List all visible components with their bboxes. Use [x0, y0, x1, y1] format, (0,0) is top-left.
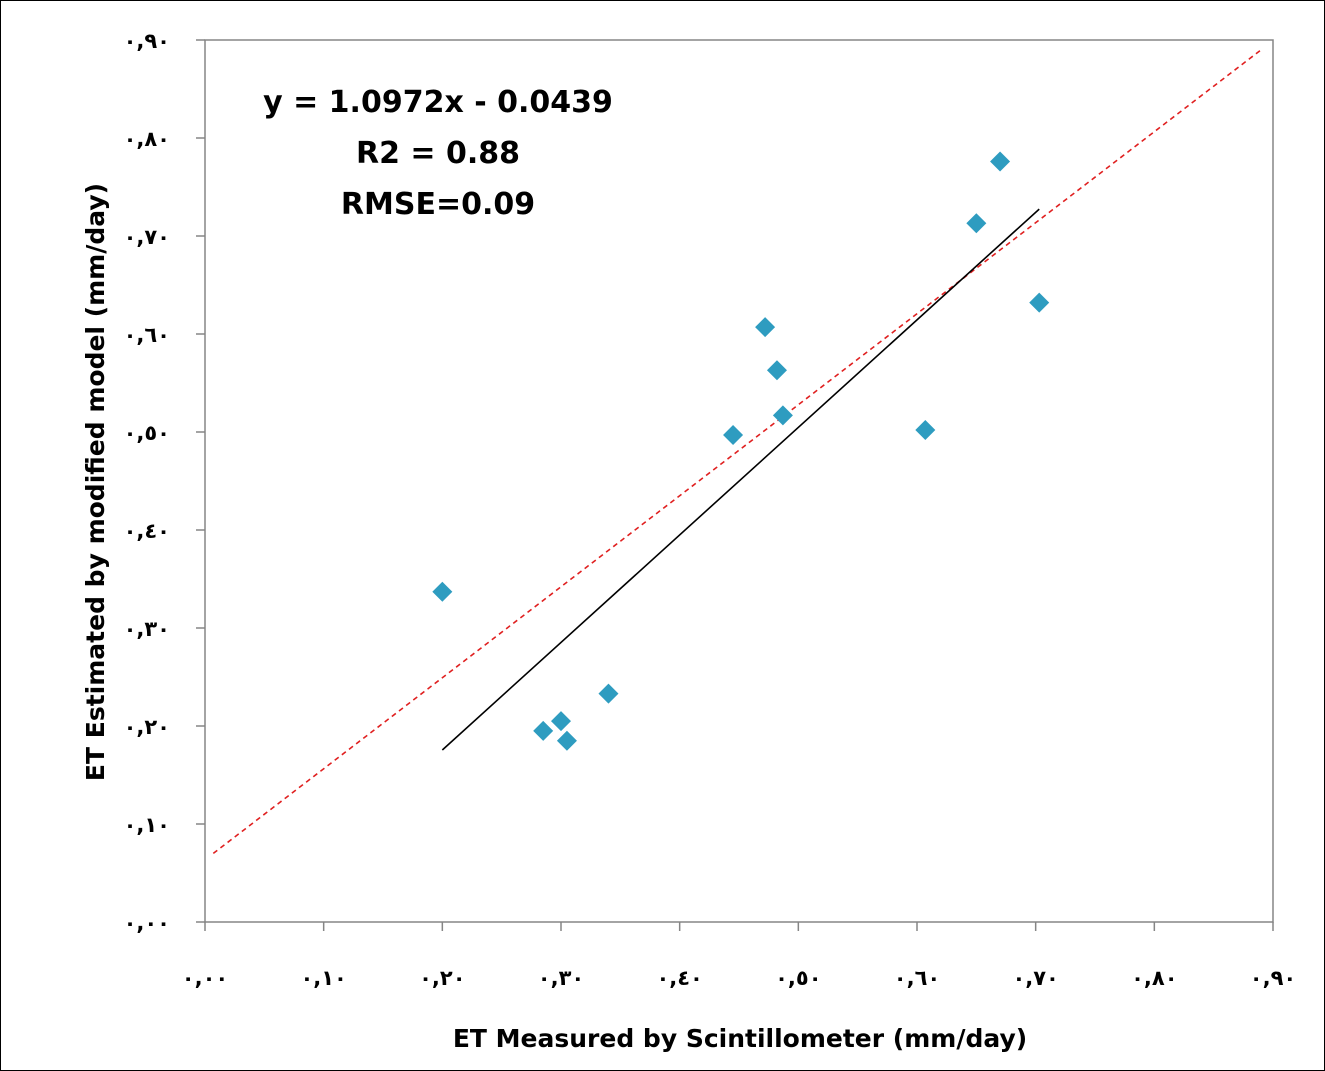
x-tick-label: ٠,٢٠: [419, 966, 465, 990]
data-point: [755, 317, 776, 338]
data-point: [772, 405, 793, 426]
data-point: [915, 420, 936, 441]
x-tick-label: ٠,٤٠: [656, 966, 702, 990]
y-tick-label: ٠,١٠: [124, 813, 170, 837]
x-axis-title: ET Measured by Scintillometer (mm/day): [453, 1024, 1027, 1053]
y-tick-label: ٠,٩٠: [124, 29, 170, 53]
data-point: [598, 683, 619, 704]
y-tick-label: ٠,٨٠: [124, 127, 170, 151]
y-tick-label: ٠,٢٠: [124, 715, 170, 739]
identity-line: [212, 49, 1262, 855]
y-tick-label: ٠,٥٠: [124, 421, 170, 445]
equation-label: y = 1.0972x - 0.0439: [263, 85, 613, 120]
y-tick-label: ٠,٤٠: [124, 519, 170, 543]
y-axis-title: ET Estimated by modified model (mm/day): [81, 183, 110, 781]
x-tick-label: ٠,٣٠: [538, 966, 584, 990]
y-axis: ٠,٠٠ ٠,١٠ ٠,٢٠ ٠,٣٠ ٠,٤٠ ٠,٥٠ ٠,٦٠ ٠,٧٠ ٠,٨٠ ٠,٩٠: [124, 29, 205, 935]
data-point: [432, 581, 453, 602]
x-axis: ٠,٠٠ ٠,١٠ ٠,٢٠ ٠,٣٠ ٠,٤٠ ٠,٥٠ ٠,٦٠ ٠,٧٠ ٠,٨٠ ٠,٩٠: [182, 922, 1296, 990]
rmse-label: RMSE=0.09: [341, 187, 535, 222]
data-point: [723, 424, 744, 445]
data-point: [533, 720, 554, 741]
plot-area: [204, 39, 1274, 923]
x-tick-label: ٠,٩٠: [1250, 966, 1296, 990]
x-tick-label: ٠,١٠: [300, 966, 346, 990]
data-point: [966, 213, 987, 234]
x-tick-label: ٠,٠٠: [182, 966, 228, 990]
data-point: [551, 711, 571, 732]
data-point: [556, 730, 577, 751]
x-tick-label: ٠,٧٠: [1012, 966, 1058, 990]
data-point: [990, 151, 1011, 172]
y-tick-label: ٠,٦٠: [124, 323, 170, 347]
data-point: [766, 360, 787, 381]
data-point: [1029, 292, 1050, 313]
trend-line: [441, 208, 1040, 751]
x-tick-label: ٠,٥٠: [775, 966, 821, 990]
y-tick-label: ٠,٣٠: [124, 617, 170, 641]
r2-label: R2 = 0.88: [356, 136, 520, 171]
x-tick-label: ٠,٨٠: [1131, 966, 1177, 990]
y-tick-label: ٠,٠٠: [124, 911, 170, 935]
y-tick-label: ٠,٧٠: [124, 225, 170, 249]
data-points: [432, 151, 1050, 751]
x-tick-label: ٠,٦٠: [894, 966, 940, 990]
plot-border: [204, 39, 1274, 923]
